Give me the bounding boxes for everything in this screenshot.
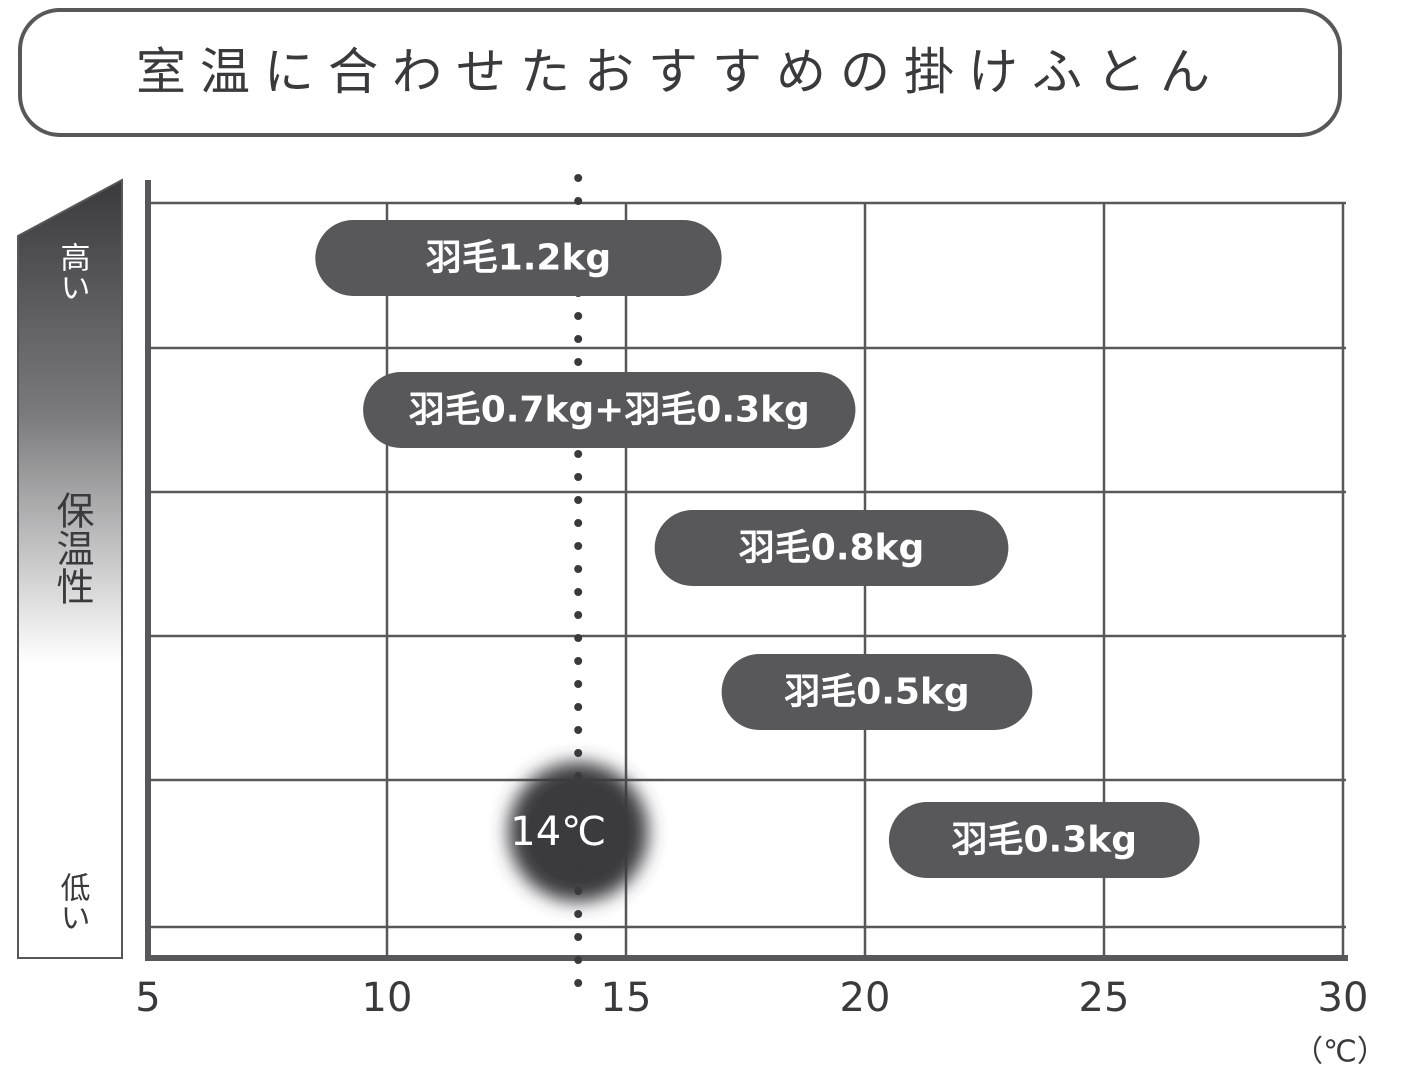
marker-label: 14℃ [510,809,606,855]
range-bar [721,654,1033,730]
y-high-label: 高い [55,242,90,302]
x-tick-label: 20 [840,975,891,1021]
range-bar [363,372,856,448]
marker-glow [508,762,649,902]
x-tick-label: 5 [135,975,160,1021]
y-low-label: 低い [55,872,91,932]
range-bar [888,802,1200,878]
chart-title: 室温に合わせたおすすめの掛けふとん [136,43,1224,101]
x-tick-label: 30 [1318,975,1369,1021]
range-bar [654,510,1009,586]
x-tick-label: 10 [362,975,413,1021]
bar-label: 羽毛1.2kg [426,238,612,279]
bar-label: 羽毛0.8kg [739,528,925,569]
range-bar [315,220,722,296]
bar-label: 羽毛0.3kg [952,820,1138,861]
bar-label: 羽毛0.5kg [784,672,970,713]
y-gradient [17,178,123,959]
x-tick-label: 25 [1079,975,1130,1021]
x-unit: （℃） [1293,1035,1387,1070]
bar-label: 羽毛0.7kg+羽毛0.3kg [409,390,810,431]
y-axis-label: 保温性 [50,491,94,605]
title-box [18,8,1342,137]
x-tick-label: 15 [601,975,652,1021]
